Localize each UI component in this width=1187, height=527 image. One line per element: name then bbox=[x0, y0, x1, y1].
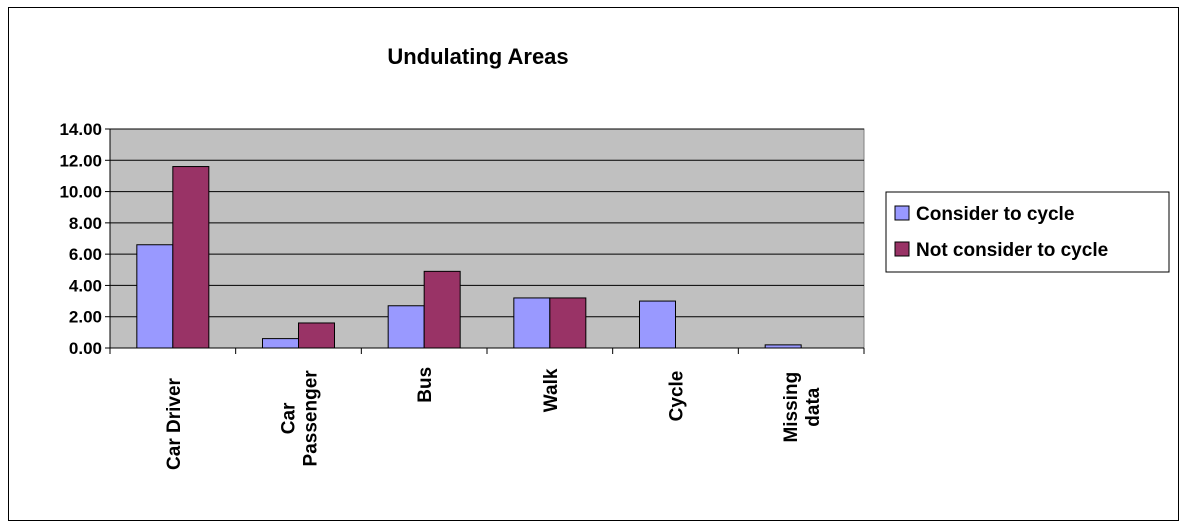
plot-background bbox=[109, 128, 865, 349]
legend-box bbox=[885, 191, 1170, 273]
plot-area: 0.00 2.00 4.00 6.00 8.00 10.00 12.00 14.00 Car D… bbox=[59, 120, 865, 470]
x-tick-label: Cycle bbox=[667, 371, 688, 422]
bar-consider-2 bbox=[387, 305, 425, 349]
bar-consider-1 bbox=[262, 338, 299, 349]
y-tick-label: 14.00 bbox=[59, 120, 102, 139]
bar-not-consider-3 bbox=[549, 297, 587, 349]
x-tick-label: Missingdata bbox=[781, 372, 824, 443]
legend-label: Consider to cycle bbox=[916, 204, 1074, 225]
y-tick-label: 12.00 bbox=[59, 151, 102, 170]
chart-title: Undulating Areas bbox=[387, 44, 568, 69]
y-tick-label: 8.00 bbox=[69, 214, 102, 233]
legend: Consider to cycle Not consider to cycle bbox=[885, 191, 1170, 273]
bar-consider-3 bbox=[513, 297, 551, 349]
legend-label: Not consider to cycle bbox=[916, 240, 1108, 261]
y-tick-label: 4.00 bbox=[69, 276, 102, 295]
legend-swatch bbox=[894, 205, 910, 221]
y-tick-label: 0.00 bbox=[69, 339, 102, 358]
bar-not-consider-1 bbox=[298, 322, 335, 349]
x-tick-label: CarPassenger bbox=[279, 370, 322, 467]
bar-not-consider-2 bbox=[423, 270, 461, 349]
bar-consider-4 bbox=[639, 300, 676, 349]
y-tick-label: 10.00 bbox=[59, 183, 102, 202]
y-tick-label: 6.00 bbox=[69, 245, 102, 264]
y-tick-label: 2.00 bbox=[69, 308, 102, 327]
bar-not-consider-0 bbox=[172, 166, 210, 349]
x-tick-label: Bus bbox=[415, 367, 436, 403]
x-tick-label: Walk bbox=[541, 368, 562, 412]
bar-consider-0 bbox=[136, 244, 174, 349]
x-tick-label: Car Driver bbox=[164, 377, 185, 469]
legend-swatch bbox=[894, 241, 910, 257]
